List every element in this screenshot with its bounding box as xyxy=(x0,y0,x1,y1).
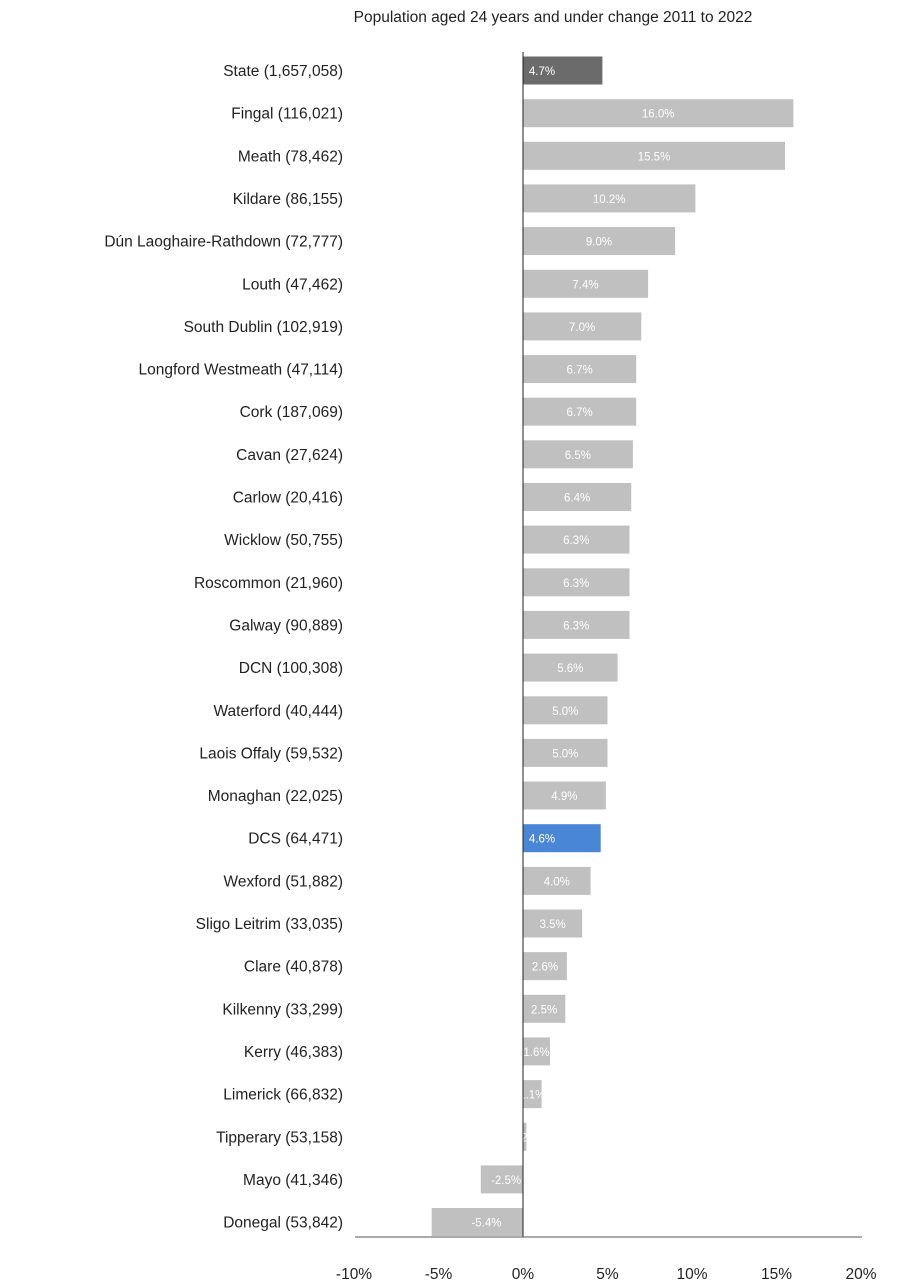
data-label: 2.6% xyxy=(532,962,558,974)
category-label: Laois Offaly (59,532) xyxy=(199,745,343,762)
bar xyxy=(523,824,601,853)
category-label: Galway (90,889) xyxy=(229,617,343,634)
data-label: 2.5% xyxy=(531,1004,557,1016)
category-labels-group: State (1,657,058) Fingal (116,021) Meath (… xyxy=(104,63,343,1232)
bar xyxy=(523,994,566,1023)
category-label: Mayo (41,346) xyxy=(243,1172,343,1189)
data-label: 7.4% xyxy=(572,279,598,291)
data-label: 4.7% xyxy=(529,66,555,78)
bar xyxy=(523,696,608,725)
bar xyxy=(431,1208,523,1236)
data-label: 1.1% xyxy=(519,1090,545,1102)
bar xyxy=(523,184,696,213)
category-label: Wicklow (50,755) xyxy=(224,532,343,549)
x-tick-label: 15% xyxy=(761,1266,792,1283)
category-label: Longford Westmeath (47,114) xyxy=(139,362,344,379)
data-label: 6.3% xyxy=(563,578,589,590)
category-label: Wexford (51,882) xyxy=(224,873,343,890)
data-label: 5.0% xyxy=(552,748,578,760)
bar xyxy=(523,269,649,298)
category-label: Monaghan (22,025) xyxy=(208,788,343,805)
data-label: 4.0% xyxy=(544,876,570,888)
data-label: 6.5% xyxy=(565,450,591,462)
category-label: Waterford (40,444) xyxy=(213,703,343,720)
data-label: 15.5% xyxy=(638,151,671,163)
axes-group: -10% -5% 0% 5% 10% 15% 20% xyxy=(336,52,877,1283)
category-label: Dún Laoghaire-Rathdown (72,777) xyxy=(104,234,343,251)
data-label: 9.0% xyxy=(586,237,612,249)
bar xyxy=(523,909,583,938)
data-label: 5.0% xyxy=(552,706,578,718)
bar xyxy=(523,1080,542,1109)
bar xyxy=(480,1165,524,1194)
bar xyxy=(523,397,637,426)
bar xyxy=(523,1122,527,1151)
data-label: 1.6% xyxy=(523,1047,549,1059)
bar xyxy=(523,866,591,895)
bar xyxy=(523,525,630,554)
category-label: Sligo Leitrim (33,035) xyxy=(196,916,343,933)
bar xyxy=(523,440,633,469)
category-label: Cavan (27,624) xyxy=(236,447,343,464)
category-label: Cork (187,069) xyxy=(240,404,343,421)
bar xyxy=(523,610,630,639)
data-label: 0.2% xyxy=(512,1132,538,1144)
chart-title: Population aged 24 years and under chang… xyxy=(354,9,753,26)
category-label: Clare (40,878) xyxy=(244,959,343,976)
bar xyxy=(523,781,606,810)
bar xyxy=(523,355,637,384)
data-label: 10.2% xyxy=(593,194,626,206)
data-label: 4.9% xyxy=(551,791,577,803)
bar xyxy=(523,952,567,981)
x-tick-label: 5% xyxy=(596,1266,619,1283)
data-label: 7.0% xyxy=(569,322,595,334)
category-label: South Dublin (102,919) xyxy=(184,319,343,336)
category-label: Carlow (20,416) xyxy=(233,490,343,507)
category-label: DCS (64,471) xyxy=(248,831,343,848)
bar xyxy=(523,99,794,128)
category-label: Roscommon (21,960) xyxy=(194,575,343,592)
data-labels-group: 4.7% 16.0% 15.5% 10.2% 9.0% 7.4% 7.0% 6.7% 6.7% 6… xyxy=(471,66,674,1230)
category-label: Kerry (46,383) xyxy=(244,1044,343,1061)
data-label: 4.6% xyxy=(529,834,555,846)
category-label: DCN (100,308) xyxy=(239,660,343,677)
category-label: Meath (78,462) xyxy=(238,148,343,165)
data-label: 6.7% xyxy=(566,365,592,377)
x-tick-label: 10% xyxy=(676,1266,707,1283)
category-label: Donegal (53,842) xyxy=(223,1215,343,1232)
data-label: 16.0% xyxy=(642,109,675,121)
data-label: 6.4% xyxy=(564,493,590,505)
x-tick-label: 20% xyxy=(845,1266,876,1283)
category-label: Tipperary (53,158) xyxy=(216,1129,343,1146)
bar xyxy=(523,56,603,85)
x-tick-label: -10% xyxy=(336,1266,372,1283)
category-label: Limerick (66,832) xyxy=(223,1087,343,1104)
x-tick-label: -5% xyxy=(425,1266,453,1283)
category-label: Kildare (86,155) xyxy=(233,191,343,208)
bar xyxy=(523,483,632,511)
bar xyxy=(523,1037,550,1066)
bars-group xyxy=(431,56,794,1236)
data-label: 5.6% xyxy=(557,663,583,675)
data-label: -2.5% xyxy=(491,1175,521,1187)
bar xyxy=(523,568,630,597)
category-label: State (1,657,058) xyxy=(223,63,343,80)
data-label: 3.5% xyxy=(539,919,565,931)
bar xyxy=(523,653,618,682)
data-label: 6.7% xyxy=(566,407,592,419)
x-tick-label: 0% xyxy=(512,1266,535,1283)
bar xyxy=(523,227,676,256)
data-label: -5.4% xyxy=(471,1218,501,1230)
bar xyxy=(523,141,785,170)
data-label: 6.3% xyxy=(563,535,589,547)
bar xyxy=(523,738,608,767)
data-label: 6.3% xyxy=(563,620,589,632)
category-label: Kilkenny (33,299) xyxy=(222,1001,343,1018)
category-label: Fingal (116,021) xyxy=(231,106,343,123)
bar xyxy=(523,312,642,341)
category-label: Louth (47,462) xyxy=(242,276,343,293)
